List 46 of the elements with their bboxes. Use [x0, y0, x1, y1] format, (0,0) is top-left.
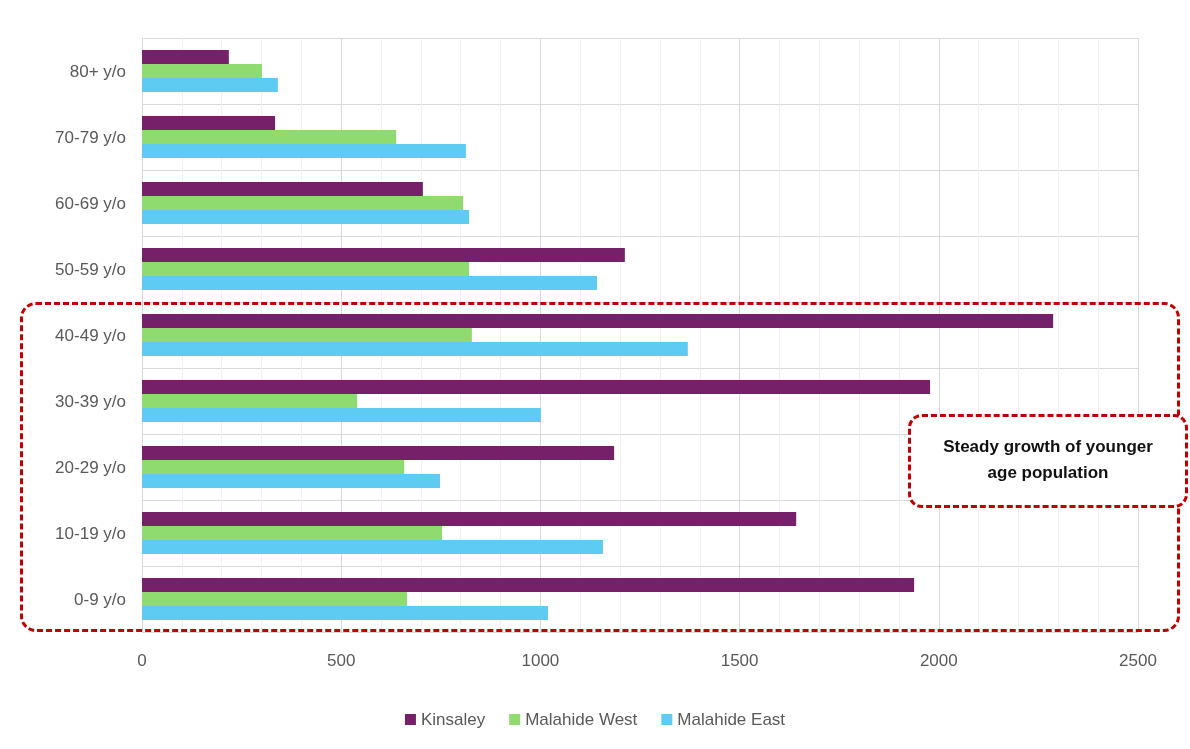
- bar: [142, 63, 262, 79]
- bar: [142, 474, 440, 489]
- y-tick-label: 10-19 y/o: [55, 523, 126, 543]
- bar: [142, 591, 407, 607]
- y-tick-label: 50-59 y/o: [55, 259, 126, 279]
- bar: [142, 577, 915, 592]
- bar: [142, 313, 1054, 328]
- y-tick-label: 40-49 y/o: [55, 325, 126, 345]
- legend-label: Malahide West: [525, 710, 638, 729]
- x-tick-label: 2500: [1119, 651, 1157, 670]
- x-tick-label: 500: [327, 651, 356, 670]
- bar: [142, 606, 548, 621]
- bar: [142, 540, 603, 555]
- bar: [142, 210, 470, 225]
- bar: [142, 511, 797, 526]
- legend-label: Malahide East: [677, 710, 786, 729]
- legend-label: Kinsaley: [420, 710, 486, 729]
- x-tick-label: 1500: [720, 651, 759, 670]
- bar: [142, 78, 278, 93]
- x-tick-label: 1000: [521, 651, 560, 670]
- bar: [142, 144, 466, 159]
- bar: [142, 129, 397, 145]
- bar: [142, 445, 615, 460]
- bar: [142, 408, 541, 423]
- y-tick-label: 0-9 y/o: [74, 589, 126, 609]
- bar: [142, 195, 464, 211]
- bar: [142, 49, 229, 64]
- bar: [142, 327, 472, 343]
- bar: [142, 247, 625, 262]
- bar: [142, 393, 358, 409]
- bar: [142, 459, 405, 475]
- bar: [142, 276, 597, 291]
- bar: [142, 115, 276, 130]
- y-tick-label: 60-69 y/o: [55, 193, 126, 213]
- y-tick-label: 20-29 y/o: [55, 457, 126, 477]
- x-tick-label: 2000: [919, 651, 958, 670]
- y-tick-label: 70-79 y/o: [55, 127, 126, 147]
- bar: [142, 342, 688, 357]
- y-tick-label: 80+ y/o: [69, 61, 126, 81]
- annotation: Steady growth of younger age population: [942, 436, 1154, 484]
- bar: [142, 525, 442, 541]
- bar: [142, 379, 931, 394]
- y-tick-label: 30-39 y/o: [55, 391, 126, 411]
- bar: [142, 181, 423, 196]
- bar: [142, 261, 470, 277]
- x-tick-label: 0: [137, 651, 147, 670]
